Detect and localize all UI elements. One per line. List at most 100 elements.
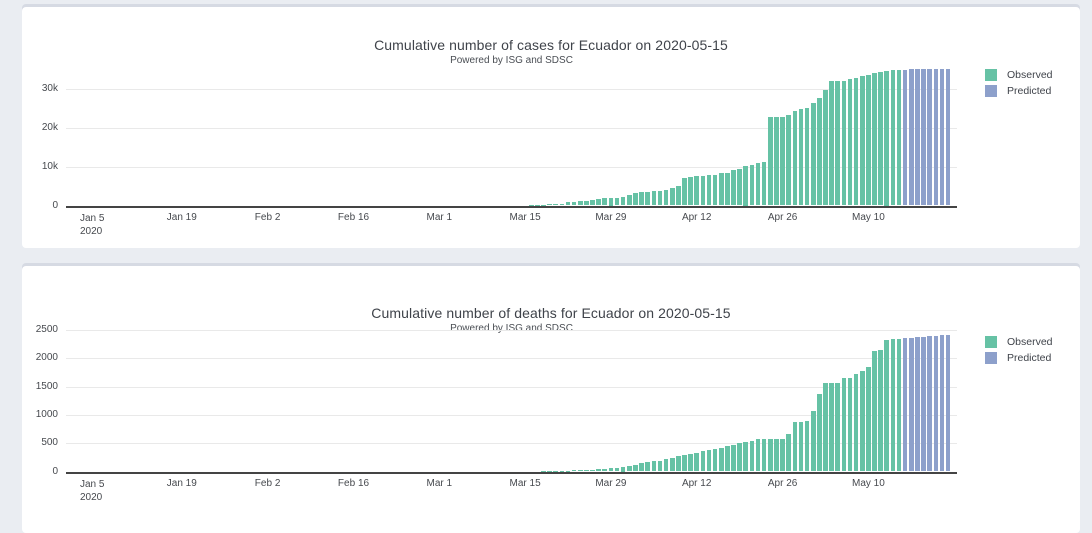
bar-observed[interactable] <box>682 454 687 472</box>
bar-observed[interactable] <box>669 188 675 206</box>
bar-predicted[interactable] <box>939 68 945 206</box>
bar-observed[interactable] <box>817 98 822 206</box>
bar-observed[interactable] <box>835 382 841 472</box>
bar-observed[interactable] <box>737 442 742 472</box>
bar-observed[interactable] <box>804 108 810 206</box>
bar-observed[interactable] <box>651 191 657 206</box>
bar-predicted[interactable] <box>902 69 908 206</box>
bar-observed[interactable] <box>584 469 589 472</box>
bar-predicted[interactable] <box>927 69 932 206</box>
bar-observed[interactable] <box>878 71 883 206</box>
bar-observed[interactable] <box>725 172 730 206</box>
bar-observed[interactable] <box>627 194 632 206</box>
bar-observed[interactable] <box>596 199 601 206</box>
bar-observed[interactable] <box>755 163 761 206</box>
bar-observed[interactable] <box>768 438 773 472</box>
bar-observed[interactable] <box>774 116 779 206</box>
bar-observed[interactable] <box>780 116 785 206</box>
bar-observed[interactable] <box>571 201 577 206</box>
bar-predicted[interactable] <box>915 69 920 206</box>
bar-observed[interactable] <box>774 438 779 472</box>
bar-observed[interactable] <box>676 186 681 206</box>
bar-observed[interactable] <box>553 204 559 206</box>
bar-observed[interactable] <box>614 468 620 472</box>
bar-predicted[interactable] <box>902 338 908 472</box>
bar-observed[interactable] <box>890 339 896 472</box>
bar-observed[interactable] <box>565 470 571 472</box>
bar-observed[interactable] <box>743 442 749 472</box>
bar-observed[interactable] <box>780 438 785 472</box>
bar-observed[interactable] <box>639 463 644 472</box>
bar-predicted[interactable] <box>939 335 945 472</box>
bar-observed[interactable] <box>768 116 773 206</box>
bar-observed[interactable] <box>614 197 620 206</box>
bar-observed[interactable] <box>565 202 571 206</box>
bar-predicted[interactable] <box>915 337 920 472</box>
bar-predicted[interactable] <box>933 335 939 472</box>
bar-observed[interactable] <box>731 444 736 472</box>
bar-observed[interactable] <box>700 451 706 472</box>
bar-observed[interactable] <box>804 420 810 472</box>
bar-observed[interactable] <box>761 438 767 472</box>
bar-predicted[interactable] <box>945 68 951 206</box>
bar-observed[interactable] <box>712 174 718 206</box>
bar-observed[interactable] <box>823 382 828 472</box>
bar-observed[interactable] <box>725 445 730 472</box>
bar-observed[interactable] <box>847 78 853 206</box>
bar-observed[interactable] <box>872 351 877 472</box>
bar-observed[interactable] <box>706 449 712 472</box>
bar-observed[interactable] <box>577 469 583 472</box>
bar-observed[interactable] <box>841 81 847 206</box>
bar-predicted[interactable] <box>908 69 914 206</box>
bar-observed[interactable] <box>620 467 626 472</box>
bar-observed[interactable] <box>559 203 565 206</box>
bar-observed[interactable] <box>633 193 638 206</box>
bar-observed[interactable] <box>663 459 669 472</box>
bar-observed[interactable] <box>627 466 632 472</box>
bar-observed[interactable] <box>571 470 577 472</box>
bar-observed[interactable] <box>853 374 859 472</box>
bar-observed[interactable] <box>731 170 736 206</box>
bar-observed[interactable] <box>645 461 650 472</box>
bar-observed[interactable] <box>829 81 834 206</box>
bar-observed[interactable] <box>841 377 847 472</box>
bar-observed[interactable] <box>547 204 552 206</box>
bar-observed[interactable] <box>657 460 663 472</box>
bar-observed[interactable] <box>853 77 859 206</box>
bar-observed[interactable] <box>749 441 755 472</box>
bar-observed[interactable] <box>688 453 693 472</box>
bar-observed[interactable] <box>584 200 589 206</box>
bar-observed[interactable] <box>878 350 883 472</box>
bar-observed[interactable] <box>866 367 871 472</box>
bar-observed[interactable] <box>712 448 718 472</box>
bar-observed[interactable] <box>669 457 675 472</box>
bar-observed[interactable] <box>688 177 693 206</box>
bar-predicted[interactable] <box>933 69 939 206</box>
bar-predicted[interactable] <box>921 336 926 472</box>
bar-observed[interactable] <box>718 173 724 206</box>
bar-observed[interactable] <box>810 102 816 206</box>
bar-observed[interactable] <box>577 201 583 206</box>
bar-observed[interactable] <box>896 339 902 472</box>
bar-observed[interactable] <box>755 438 761 472</box>
bar-observed[interactable] <box>786 433 791 472</box>
bar-observed[interactable] <box>651 461 657 472</box>
bar-observed[interactable] <box>835 81 841 206</box>
bar-observed[interactable] <box>890 70 896 206</box>
bar-observed[interactable] <box>761 161 767 206</box>
bar-observed[interactable] <box>602 198 608 206</box>
bar-observed[interactable] <box>743 166 749 206</box>
bar-observed[interactable] <box>645 191 650 206</box>
bar-observed[interactable] <box>682 177 687 206</box>
bar-observed[interactable] <box>608 198 614 206</box>
bar-observed[interactable] <box>694 176 700 206</box>
bar-observed[interactable] <box>676 456 681 472</box>
legend-item-observed[interactable]: Observed <box>985 334 1053 350</box>
bar-observed[interactable] <box>792 110 798 206</box>
bar-predicted[interactable] <box>921 69 926 206</box>
bar-observed[interactable] <box>700 176 706 206</box>
bar-observed[interactable] <box>541 204 546 206</box>
bar-observed[interactable] <box>749 164 755 206</box>
bar-predicted[interactable] <box>927 336 932 472</box>
bar-observed[interactable] <box>798 109 804 206</box>
